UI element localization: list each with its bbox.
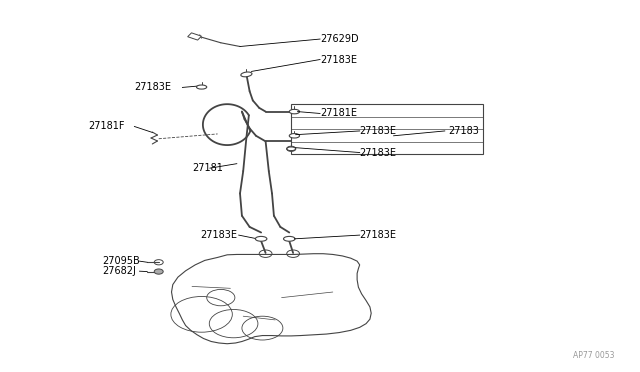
Text: 27682J: 27682J: [102, 266, 136, 276]
Text: 27181E: 27181E: [320, 109, 357, 118]
Polygon shape: [172, 254, 371, 344]
Ellipse shape: [196, 85, 207, 89]
Ellipse shape: [284, 237, 295, 241]
Bar: [188, 33, 202, 40]
Text: AP77 0053: AP77 0053: [573, 351, 614, 360]
Ellipse shape: [241, 72, 252, 77]
Ellipse shape: [289, 134, 300, 138]
Ellipse shape: [287, 147, 296, 151]
Text: 27183E: 27183E: [134, 83, 172, 92]
Text: 27183E: 27183E: [320, 55, 357, 64]
Text: 27183E: 27183E: [200, 230, 237, 240]
Text: 27181F: 27181F: [88, 122, 125, 131]
Text: 27183: 27183: [448, 126, 479, 136]
Circle shape: [154, 269, 163, 274]
Ellipse shape: [255, 237, 267, 241]
Text: 27629D: 27629D: [320, 34, 358, 44]
Text: 27183E: 27183E: [360, 148, 397, 157]
Text: 27095B: 27095B: [102, 256, 140, 266]
Ellipse shape: [289, 109, 300, 114]
Text: 27181: 27181: [192, 163, 223, 173]
Text: 27183E: 27183E: [360, 126, 397, 136]
Text: 27183E: 27183E: [360, 230, 397, 240]
Bar: [291, 104, 483, 154]
